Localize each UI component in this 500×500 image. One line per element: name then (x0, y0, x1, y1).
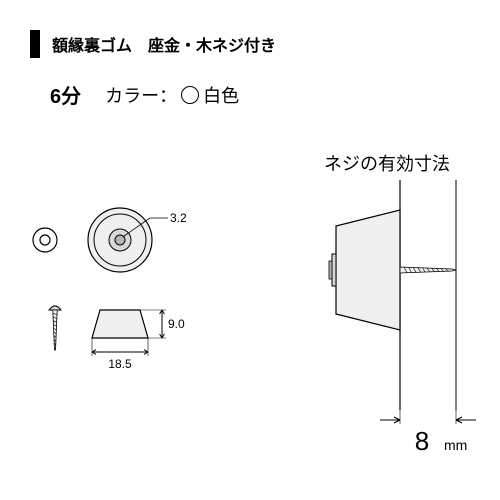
svg-text:9.0: 9.0 (168, 317, 185, 331)
svg-text:mm: mm (444, 437, 467, 453)
svg-text:18.5: 18.5 (108, 357, 132, 371)
product-title: 額縁裏ゴム 座金・木ネジ付き (52, 32, 276, 56)
color-prefix: カラー： (105, 82, 177, 108)
color-name: 白色 (203, 82, 239, 108)
color-label: カラー： 白色 (105, 82, 239, 108)
technical-diagram: 3.2 9.0 18.5 8 mm (0, 140, 500, 500)
header-marker (30, 30, 40, 58)
color-swatch-icon (181, 86, 199, 104)
svg-text:8: 8 (415, 426, 429, 456)
size-label: 6分 (50, 80, 81, 109)
svg-text:3.2: 3.2 (170, 211, 187, 225)
